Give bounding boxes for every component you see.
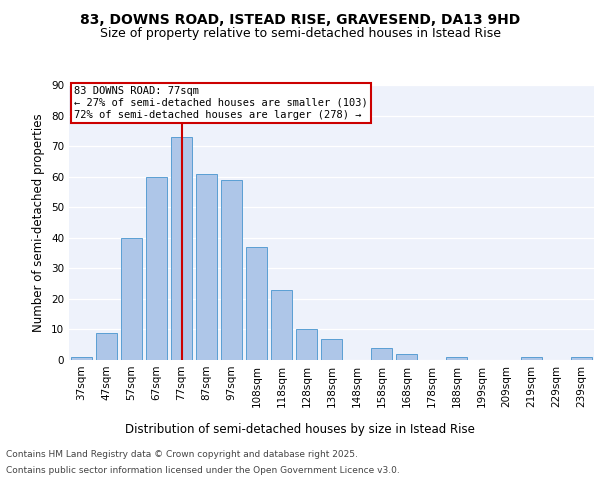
Bar [571,357,592,360]
Y-axis label: Number of semi-detached properties: Number of semi-detached properties [32,113,46,332]
Bar [221,180,242,360]
Bar [446,357,467,360]
Bar [96,332,117,360]
Text: Contains HM Land Registry data © Crown copyright and database right 2025.: Contains HM Land Registry data © Crown c… [6,450,358,459]
Bar [396,354,417,360]
Text: Contains public sector information licensed under the Open Government Licence v3: Contains public sector information licen… [6,466,400,475]
Text: 83, DOWNS ROAD, ISTEAD RISE, GRAVESEND, DA13 9HD: 83, DOWNS ROAD, ISTEAD RISE, GRAVESEND, … [80,12,520,26]
Bar [246,247,267,360]
Bar [71,357,92,360]
Bar [121,238,142,360]
Bar [171,137,192,360]
Bar [371,348,392,360]
Bar [296,330,317,360]
Bar [321,338,342,360]
Text: Size of property relative to semi-detached houses in Istead Rise: Size of property relative to semi-detach… [100,28,500,40]
Bar [196,174,217,360]
Bar [146,176,167,360]
Bar [521,357,542,360]
Bar [271,290,292,360]
Text: Distribution of semi-detached houses by size in Istead Rise: Distribution of semi-detached houses by … [125,422,475,436]
Text: 83 DOWNS ROAD: 77sqm
← 27% of semi-detached houses are smaller (103)
72% of semi: 83 DOWNS ROAD: 77sqm ← 27% of semi-detac… [74,86,368,120]
